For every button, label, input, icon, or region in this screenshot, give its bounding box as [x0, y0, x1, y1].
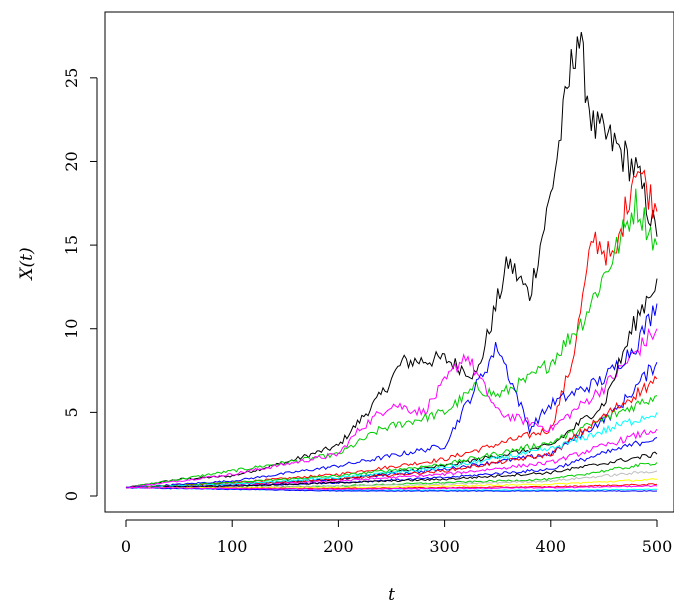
y-axis: 0 5 10 15 20 25: [62, 68, 98, 501]
y-tick-label: 15: [62, 235, 81, 255]
series-line-3: [125, 188, 658, 489]
series-line-20: [125, 484, 658, 491]
series-line-5: [126, 303, 658, 488]
series-line-6: [125, 278, 658, 489]
plot-frame: [104, 11, 674, 513]
x-tick-label: 300: [429, 537, 460, 556]
y-tick-label: 10: [62, 319, 81, 339]
series-line-2: [125, 169, 658, 489]
x-tick-label: 100: [217, 537, 248, 556]
x-tick-label: 400: [536, 537, 567, 556]
series-line-13: [125, 451, 658, 489]
x-axis-title: t: [388, 585, 395, 605]
y-tick-label: 20: [62, 151, 81, 171]
series-layer: [125, 32, 658, 492]
x-tick-label: 0: [121, 537, 131, 556]
series-line-10: [125, 412, 658, 489]
y-tick-label: 25: [62, 68, 81, 88]
x-axis: 0 100 200 300 400 500: [121, 519, 673, 556]
series-line-4: [125, 327, 658, 489]
series-line-8: [125, 395, 658, 489]
series-line-7: [125, 361, 658, 489]
series-line-1: [126, 32, 658, 488]
series-line-12: [125, 437, 658, 489]
y-tick-label: 5: [62, 407, 81, 417]
y-axis-title: X(t): [17, 247, 37, 281]
series-line-16: [125, 478, 658, 489]
x-tick-label: 500: [642, 537, 673, 556]
x-tick-label: 200: [323, 537, 354, 556]
y-tick-label: 0: [62, 491, 81, 501]
